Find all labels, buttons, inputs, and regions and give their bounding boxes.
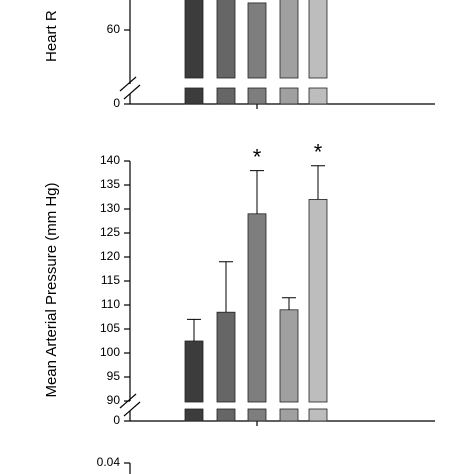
y-tick-label: 0 [113,413,120,427]
y-tick-label: 100 [100,345,120,359]
bar [184,0,204,79]
y-tick-label: 110 [101,297,120,311]
y-tick-label: 115 [101,273,120,287]
bar-stub [308,408,328,422]
bar-stub [279,87,299,105]
y-tick-label: 120 [100,249,120,263]
y-tick-label: 135 [100,177,120,191]
y-axis-label: Heart R [43,10,60,62]
bar [216,311,236,403]
bar [308,198,328,403]
error-bar [219,261,233,313]
bar-stub [216,408,236,422]
y-tick-label: 105 [100,321,120,335]
bar [279,0,299,79]
bar-stub [308,87,328,105]
significance-marker: * [253,144,262,169]
bar [247,213,267,403]
error-bar [187,318,201,341]
bar [308,0,328,79]
y-axis-label: Mean Arterial Pressure (mm Hg) [43,182,60,397]
error-bar [311,165,325,200]
error-bar [282,297,296,310]
bar-stub [247,408,267,422]
bar [216,0,236,79]
y-tick-label: 140 [100,153,120,167]
bar-stub [184,87,204,105]
y-tick-label: 0.04 [97,455,121,469]
bar-stub [279,408,299,422]
y-tick-label: 0 [113,96,120,110]
bar [184,340,204,403]
y-tick-label: 130 [100,201,120,215]
bar [279,309,299,403]
axis-break [119,76,137,92]
axis-break [123,401,141,417]
significance-marker: * [314,140,323,165]
bar [247,2,267,79]
y-tick-label: 125 [100,225,120,239]
bar-stub [247,87,267,105]
bar-stub [184,408,204,422]
axis-break [123,84,141,100]
y-tick-label: 90 [107,393,121,407]
bar-stub [216,87,236,105]
y-tick-label: 95 [107,369,121,383]
error-bar [250,170,264,214]
y-tick-label: 60 [107,22,121,36]
